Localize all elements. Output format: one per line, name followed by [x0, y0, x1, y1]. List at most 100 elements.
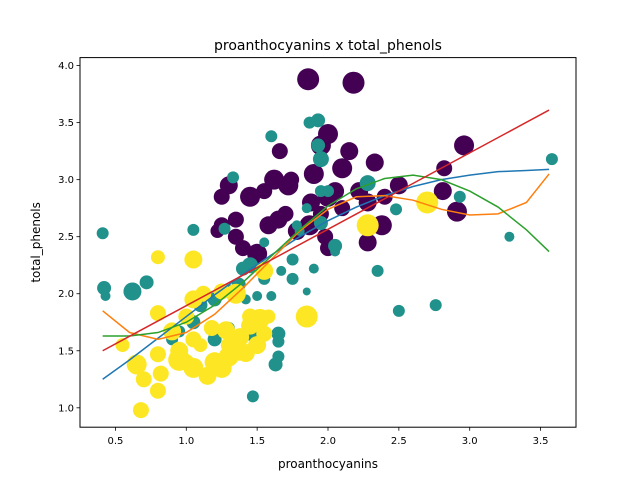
- data-point: [446, 201, 467, 222]
- x-tick-label: 1.5: [249, 436, 265, 447]
- data-point: [178, 354, 195, 371]
- data-point: [330, 246, 341, 257]
- data-point: [149, 305, 166, 322]
- data-point: [234, 240, 251, 257]
- fit-line-2: [102, 173, 550, 341]
- data-point: [303, 163, 324, 184]
- data-point: [252, 291, 263, 302]
- fit-line-4: [102, 109, 550, 352]
- data-point: [311, 138, 326, 153]
- y-tick-label: 2.0: [58, 289, 74, 300]
- x-tick-label: 1.0: [178, 436, 194, 447]
- data-point: [126, 354, 147, 375]
- data-point: [216, 321, 235, 340]
- data-point: [149, 382, 166, 399]
- data-point: [256, 325, 273, 342]
- data-point: [195, 285, 212, 302]
- data-point: [132, 402, 149, 419]
- data-point: [302, 287, 311, 296]
- data-point: [218, 222, 231, 235]
- data-point: [453, 190, 466, 203]
- data-point: [187, 223, 200, 236]
- y-tick-label: 1.0: [58, 403, 74, 414]
- data-point: [227, 211, 244, 228]
- data-point: [96, 227, 109, 240]
- data-point: [256, 183, 273, 200]
- plot-area: [96, 68, 558, 419]
- data-point: [277, 205, 294, 222]
- fit-line-3: [102, 174, 550, 337]
- x-axis: 0.5 1.0 1.5 2.0 2.5 3.0 3.5: [107, 427, 549, 447]
- data-point: [242, 308, 259, 325]
- data-point: [261, 309, 276, 324]
- data-point: [139, 275, 154, 290]
- data-point: [203, 319, 220, 336]
- data-point: [308, 263, 319, 274]
- x-tick-label: 3.5: [533, 436, 549, 447]
- x-tick-label: 0.5: [107, 436, 123, 447]
- y-axis: 1.0 1.5 2.0 2.5 3.0 3.5 4.0: [58, 61, 80, 414]
- chart-title: proanthocyanins x total_phenols: [214, 38, 442, 54]
- data-point: [152, 365, 169, 382]
- data-point: [286, 253, 299, 266]
- data-point: [332, 158, 353, 179]
- data-point: [297, 68, 320, 91]
- data-point: [390, 203, 403, 216]
- data-point: [416, 191, 439, 214]
- data-point: [193, 338, 208, 353]
- fit-line-1: [102, 168, 550, 380]
- data-point: [266, 291, 277, 302]
- data-point: [283, 171, 300, 188]
- data-point: [220, 337, 237, 354]
- data-point: [227, 228, 244, 245]
- y-tick-label: 2.5: [58, 232, 74, 243]
- data-point: [340, 142, 359, 161]
- data-point: [429, 299, 442, 312]
- data-point: [342, 71, 365, 94]
- x-tick-label: 3.0: [462, 436, 478, 447]
- y-axis-label: total_phenols: [29, 202, 43, 283]
- data-point: [314, 185, 327, 198]
- data-point: [291, 220, 302, 231]
- data-point: [227, 171, 240, 184]
- data-point: [240, 186, 261, 207]
- data-point: [259, 237, 270, 248]
- x-tick-label: 2.0: [320, 436, 336, 447]
- data-point: [365, 153, 384, 172]
- y-tick-label: 4.0: [58, 61, 74, 72]
- data-point: [358, 233, 377, 252]
- data-point: [213, 188, 230, 205]
- data-point: [123, 282, 142, 301]
- data-point: [433, 182, 452, 201]
- data-point: [184, 250, 203, 269]
- data-point: [454, 135, 475, 156]
- data-point: [312, 151, 329, 168]
- y-tick-label: 3.0: [58, 175, 74, 186]
- data-point: [436, 160, 453, 177]
- series-0: [210, 68, 475, 264]
- data-point: [265, 130, 278, 143]
- y-tick-label: 1.5: [58, 346, 74, 357]
- data-point: [504, 231, 515, 242]
- data-point: [301, 203, 312, 214]
- data-point: [268, 357, 283, 372]
- data-point: [259, 216, 278, 235]
- data-point: [295, 305, 318, 328]
- data-point: [149, 346, 166, 363]
- y-tick-label: 3.5: [58, 118, 74, 129]
- data-point: [135, 371, 152, 388]
- data-point: [271, 143, 288, 160]
- data-point: [163, 322, 182, 341]
- data-point: [359, 175, 376, 192]
- data-point: [311, 113, 326, 128]
- data-point: [392, 304, 405, 317]
- data-point: [272, 335, 285, 348]
- data-point: [150, 250, 165, 265]
- data-point: [286, 272, 299, 285]
- data-point: [356, 214, 379, 237]
- data-point: [100, 291, 111, 302]
- data-point: [371, 264, 384, 277]
- x-tick-label: 2.5: [391, 436, 407, 447]
- data-point: [545, 153, 558, 166]
